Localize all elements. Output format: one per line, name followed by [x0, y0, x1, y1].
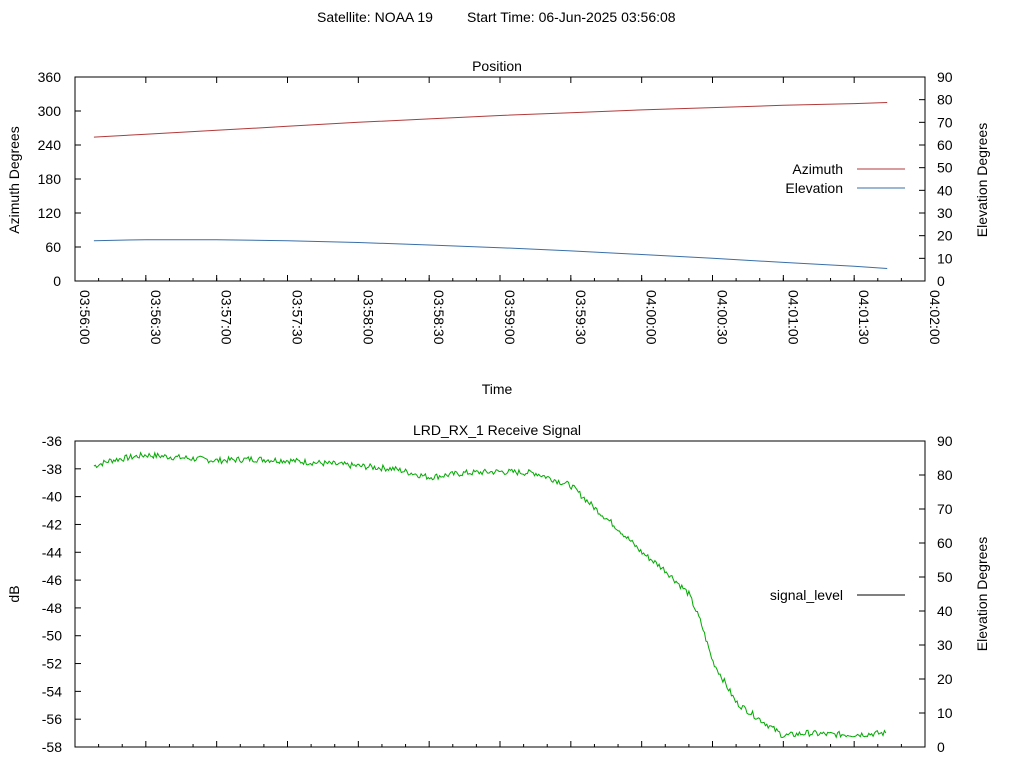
signal-y-tick-label: -52	[42, 656, 62, 672]
position-x-tick-label: 04:00:00	[644, 290, 660, 345]
position-x-tick-label: 03:59:30	[573, 290, 589, 345]
signal-axes: -58 -56 -54 -52 -50 -48 -46 -44 -42 -40 -38 -36 0 10 2…	[42, 433, 953, 755]
position-x-tick-label: 04:00:30	[715, 290, 731, 345]
position-title: Position	[472, 58, 522, 74]
position-legend: Azimuth Elevation	[785, 161, 905, 196]
position-y2-tick-label: 10	[937, 250, 953, 266]
signal-y2-tick-label: 60	[937, 535, 953, 551]
legend-elevation-label: Elevation	[785, 180, 843, 196]
series-line-elevation	[93, 239, 888, 269]
signal-y2-tick-label: 80	[937, 467, 953, 483]
position-x-tick-label: 04:01:30	[856, 290, 872, 345]
signal-y-tick-label: -48	[42, 600, 62, 616]
position-y2-tick-label: 70	[937, 114, 953, 130]
position-x-tick-label: 03:57:00	[219, 290, 235, 345]
position-x-tick-label: 03:56:30	[148, 290, 164, 345]
signal-y-tick-label: -46	[42, 572, 62, 588]
header-satellite: Satellite: NOAA 19	[317, 9, 433, 25]
position-y-axis-label: Azimuth Degrees	[6, 126, 22, 233]
signal-y2-tick-label: 50	[937, 569, 953, 585]
signal-y-tick-label: -42	[42, 516, 62, 532]
signal-series	[93, 451, 887, 739]
position-y-tick-label: 60	[45, 239, 61, 255]
signal-y2-tick-label: 40	[937, 603, 953, 619]
signal-y2-tick-label: 90	[937, 433, 953, 449]
signal-y2-tick-label: 20	[937, 671, 953, 687]
signal-y-tick-label: -44	[42, 544, 62, 560]
series-line-azimuth	[93, 102, 888, 138]
signal-y2-tick-label: 0	[937, 739, 945, 755]
position-y-tick-label: 300	[38, 103, 62, 119]
position-y-tick-label: 180	[38, 171, 62, 187]
signal-legend: signal_level	[770, 587, 905, 603]
position-y2-tick-label: 90	[937, 69, 953, 85]
header-start-time: Start Time: 06-Jun-2025 03:56:08	[467, 9, 676, 25]
signal-y-tick-label: -38	[42, 461, 62, 477]
signal-y2-tick-label: 30	[937, 637, 953, 653]
legend-signal-label: signal_level	[770, 587, 843, 603]
position-plot-frame	[74, 76, 926, 282]
position-axes: 0 60 120 180 240 300 360 0 10 20 30 40 50 60 70 80 90 03:…	[38, 69, 953, 345]
position-y-tick-label: 360	[38, 69, 62, 85]
signal-y-tick-label: -58	[42, 739, 62, 755]
legend-azimuth-label: Azimuth	[792, 161, 843, 177]
signal-y2-tick-label: 70	[937, 501, 953, 517]
position-y2-tick-label: 60	[937, 137, 953, 153]
position-x-tick-label: 03:58:30	[431, 290, 447, 345]
signal-y-tick-label: -56	[42, 711, 62, 727]
position-x-tick-label: 04:01:00	[785, 290, 801, 345]
signal-y-tick-label: -40	[42, 489, 62, 505]
position-y2-tick-label: 50	[937, 160, 953, 176]
position-y2-tick-label: 0	[937, 273, 945, 289]
signal-y-axis-label: dB	[6, 585, 22, 602]
signal-y-tick-label: -50	[42, 628, 62, 644]
position-y-tick-label: 0	[53, 273, 61, 289]
position-y2-tick-label: 20	[937, 228, 953, 244]
position-x-tick-label: 03:57:30	[290, 290, 306, 345]
position-x-tick-label: 03:56:00	[77, 290, 93, 345]
position-x-tick-label: 03:59:00	[502, 290, 518, 345]
position-y2-tick-label: 40	[937, 182, 953, 198]
position-x-axis-label: Time	[482, 381, 513, 397]
position-y2-tick-label: 80	[937, 92, 953, 108]
position-y2-axis-label: Elevation Degrees	[974, 123, 990, 237]
position-y2-tick-label: 30	[937, 205, 953, 221]
signal-y-tick-label: -36	[42, 433, 62, 449]
series-line-signal-level	[93, 451, 887, 739]
signal-y2-tick-label: 10	[937, 705, 953, 721]
position-y-tick-label: 120	[38, 205, 62, 221]
position-x-tick-label: 04:02:00	[927, 290, 943, 345]
signal-y2-axis-label: Elevation Degrees	[974, 537, 990, 651]
position-y-tick-label: 240	[38, 137, 62, 153]
position-series	[93, 102, 888, 269]
signal-y-tick-label: -54	[42, 683, 62, 699]
position-x-tick-label: 03:58:00	[360, 290, 376, 345]
signal-title: LRD_RX_1 Receive Signal	[413, 422, 581, 438]
